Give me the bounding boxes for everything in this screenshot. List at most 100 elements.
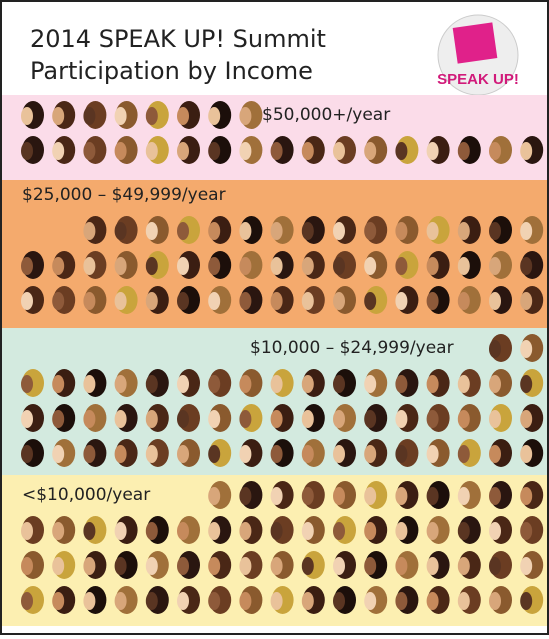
face — [115, 375, 127, 393]
face — [21, 107, 33, 125]
category-label: $25,000 – $49,999/year — [22, 185, 226, 205]
face — [115, 142, 127, 160]
face — [427, 592, 439, 610]
face — [115, 107, 127, 125]
face — [146, 142, 158, 160]
face — [146, 257, 158, 275]
face — [177, 107, 189, 125]
face — [21, 522, 33, 540]
face — [177, 592, 189, 610]
face — [458, 410, 470, 428]
face — [489, 375, 501, 393]
face — [395, 592, 407, 610]
face — [146, 292, 158, 310]
face — [458, 292, 470, 310]
face — [520, 222, 532, 240]
face — [489, 292, 501, 310]
face — [115, 592, 127, 610]
face — [239, 222, 251, 240]
face — [239, 522, 251, 540]
face — [208, 375, 220, 393]
face — [83, 592, 95, 610]
face — [520, 522, 532, 540]
face — [21, 142, 33, 160]
face — [21, 592, 33, 610]
face — [52, 592, 64, 610]
face — [146, 522, 158, 540]
chart-title: Participation by Income — [30, 57, 313, 85]
face — [239, 592, 251, 610]
face — [177, 445, 189, 463]
face — [395, 257, 407, 275]
face — [208, 222, 220, 240]
face — [333, 410, 345, 428]
face — [21, 445, 33, 463]
face — [52, 557, 64, 575]
face — [302, 410, 314, 428]
face — [333, 557, 345, 575]
face — [302, 375, 314, 393]
face — [489, 522, 501, 540]
face — [364, 445, 376, 463]
face — [489, 410, 501, 428]
face — [177, 222, 189, 240]
face — [489, 340, 501, 358]
face — [364, 257, 376, 275]
face — [333, 522, 345, 540]
face — [364, 592, 376, 610]
face — [239, 142, 251, 160]
face — [239, 410, 251, 428]
face — [83, 107, 95, 125]
face — [520, 487, 532, 505]
logo: SPEAK UP! — [437, 15, 519, 95]
face — [364, 375, 376, 393]
face — [115, 445, 127, 463]
face — [302, 487, 314, 505]
face — [83, 445, 95, 463]
face — [520, 557, 532, 575]
face — [520, 142, 532, 160]
face — [489, 142, 501, 160]
face — [239, 107, 251, 125]
face — [239, 292, 251, 310]
face — [208, 292, 220, 310]
face — [364, 522, 376, 540]
face — [302, 557, 314, 575]
category-label: $50,000+/year — [262, 105, 390, 125]
face — [489, 487, 501, 505]
face — [52, 445, 64, 463]
face — [395, 522, 407, 540]
face — [208, 557, 220, 575]
face — [427, 292, 439, 310]
face — [427, 445, 439, 463]
face — [52, 522, 64, 540]
face — [52, 292, 64, 310]
face — [208, 142, 220, 160]
face — [302, 257, 314, 275]
face — [177, 557, 189, 575]
chart: 2014 SPEAK UP! Summit Participation by I… — [0, 0, 549, 635]
face — [208, 592, 220, 610]
face — [333, 292, 345, 310]
face — [427, 487, 439, 505]
face — [458, 445, 470, 463]
face — [52, 107, 64, 125]
face — [333, 487, 345, 505]
face — [239, 487, 251, 505]
face — [146, 375, 158, 393]
face — [302, 592, 314, 610]
chart-title: 2014 SPEAK UP! Summit — [30, 25, 326, 53]
face — [21, 292, 33, 310]
face — [427, 257, 439, 275]
face — [364, 557, 376, 575]
face — [271, 410, 283, 428]
face — [395, 292, 407, 310]
face — [83, 292, 95, 310]
face — [239, 257, 251, 275]
face — [489, 445, 501, 463]
face — [333, 142, 345, 160]
face — [458, 375, 470, 393]
face — [271, 142, 283, 160]
face — [52, 410, 64, 428]
face — [395, 410, 407, 428]
